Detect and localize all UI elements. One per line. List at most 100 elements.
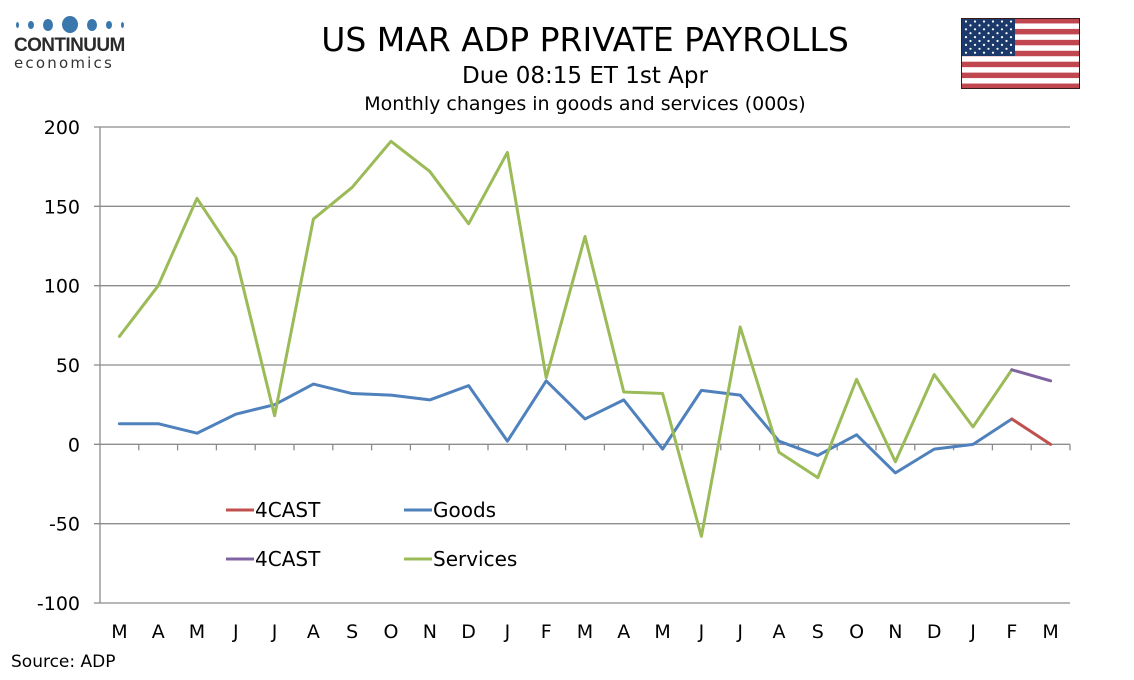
legend-label-goods: Goods <box>433 498 496 522</box>
legend-label-4cast: 4CAST <box>255 498 321 522</box>
us-flag-icon <box>961 18 1080 89</box>
y-tick-label: 50 <box>56 355 80 377</box>
flag-star <box>978 24 981 27</box>
flag-star <box>978 32 981 35</box>
flag-star <box>987 32 990 35</box>
legend-label-services: Services <box>433 547 517 571</box>
x-tick-label: N <box>888 621 902 643</box>
x-tick-label: J <box>504 621 511 643</box>
flag-star <box>982 20 986 23</box>
flag-star <box>1005 24 1008 27</box>
flag-star <box>964 28 968 31</box>
x-tick-label: N <box>423 621 437 643</box>
series-line-services-3 <box>117 139 1014 538</box>
flag-star <box>982 36 986 39</box>
source-note: Source: ADP <box>11 652 116 672</box>
flag-star <box>969 47 972 50</box>
y-tick-label: 200 <box>44 117 80 139</box>
flag-star <box>964 51 968 54</box>
chart-subtitle: Due 08:15 ET 1st Apr <box>462 63 708 89</box>
x-tick-label: M <box>654 621 670 643</box>
flag-stripe <box>961 72 1080 79</box>
y-tick-label: -100 <box>37 593 80 615</box>
gridlines <box>94 126 1070 604</box>
x-tick-label: M <box>1042 621 1058 643</box>
x-tick-label: M <box>189 621 205 643</box>
x-tick-label: A <box>152 621 165 643</box>
x-tick-label: M <box>577 621 593 643</box>
x-tick-label: F <box>1006 621 1017 643</box>
chart-title: US MAR ADP PRIVATE PAYROLLS <box>321 20 849 59</box>
flag-star <box>978 47 981 50</box>
x-tick-label: J <box>969 621 976 643</box>
y-tick-label: 150 <box>44 196 80 218</box>
logo-name: CONTINUUM <box>14 35 125 56</box>
series-lines <box>117 139 1053 538</box>
y-axis-labels: -100 -50 0 50 100 150 200 <box>37 117 80 615</box>
flag-star <box>973 51 977 54</box>
axes <box>99 127 1071 603</box>
flag-star <box>969 32 972 35</box>
chart-subtitle-units: Monthly changes in goods and services (0… <box>364 93 806 115</box>
x-tick-label: J <box>232 621 239 643</box>
flag-star <box>991 51 995 54</box>
flag-star <box>987 47 990 50</box>
flag-star <box>1000 43 1004 46</box>
flag-star <box>973 43 977 46</box>
flag-star <box>991 36 995 39</box>
flag-star <box>996 47 999 50</box>
flag-star <box>991 20 995 23</box>
flag-star <box>996 24 999 27</box>
flag-star <box>982 51 986 54</box>
flag-star <box>1005 39 1008 43</box>
flag-star <box>973 36 977 39</box>
flag-star <box>996 39 999 43</box>
flag-stripe <box>961 39 1080 46</box>
flag-star <box>1000 20 1004 23</box>
legend-label-4cast: 4CAST <box>255 547 321 571</box>
flag-star <box>1005 47 1008 50</box>
flag-stripe <box>961 18 1080 24</box>
flag-star <box>1009 20 1013 23</box>
x-tick-label: J <box>698 621 705 643</box>
x-tick-label: J <box>271 621 278 643</box>
x-tick-label: S <box>346 621 358 643</box>
series-line-goods-1 <box>117 379 1014 475</box>
logo-subtitle: economics <box>14 54 114 72</box>
flag-star <box>964 43 968 46</box>
x-tick-label: F <box>541 621 552 643</box>
x-tick-label: O <box>849 621 864 643</box>
continuum-logo: CONTINUUM economics <box>14 16 130 71</box>
y-tick-label: 0 <box>68 434 80 456</box>
flag-star <box>1009 36 1013 39</box>
flag-star <box>982 28 986 31</box>
flag-star <box>1009 51 1013 54</box>
flag-star <box>1009 43 1013 46</box>
flag-border <box>961 18 1080 89</box>
x-tick-label: A <box>617 621 630 643</box>
flag-star <box>991 43 995 46</box>
flag-stripe <box>961 61 1080 68</box>
legend: 4CAST Goods 4CAST Services <box>226 498 517 571</box>
series-line-4cast-2 <box>1010 368 1053 383</box>
flag-star <box>969 39 972 43</box>
y-tick-label: -50 <box>49 514 80 536</box>
flag-stripe <box>961 50 1080 57</box>
flag-star <box>973 28 977 31</box>
flag-stripe <box>961 83 1080 89</box>
flag-star <box>1000 36 1004 39</box>
logo-dots-icon <box>14 16 130 34</box>
series-line-4cast-0 <box>1010 417 1053 446</box>
x-tick-label: A <box>307 621 320 643</box>
flag-stripe <box>961 28 1080 35</box>
x-tick-label: D <box>461 621 476 643</box>
y-tick-label: 100 <box>44 276 80 298</box>
flag-star <box>1000 51 1004 54</box>
flag-star <box>982 43 986 46</box>
flag-star <box>969 24 972 27</box>
flag-star <box>1000 28 1004 31</box>
flag-star <box>964 20 968 23</box>
flag-star <box>996 32 999 35</box>
